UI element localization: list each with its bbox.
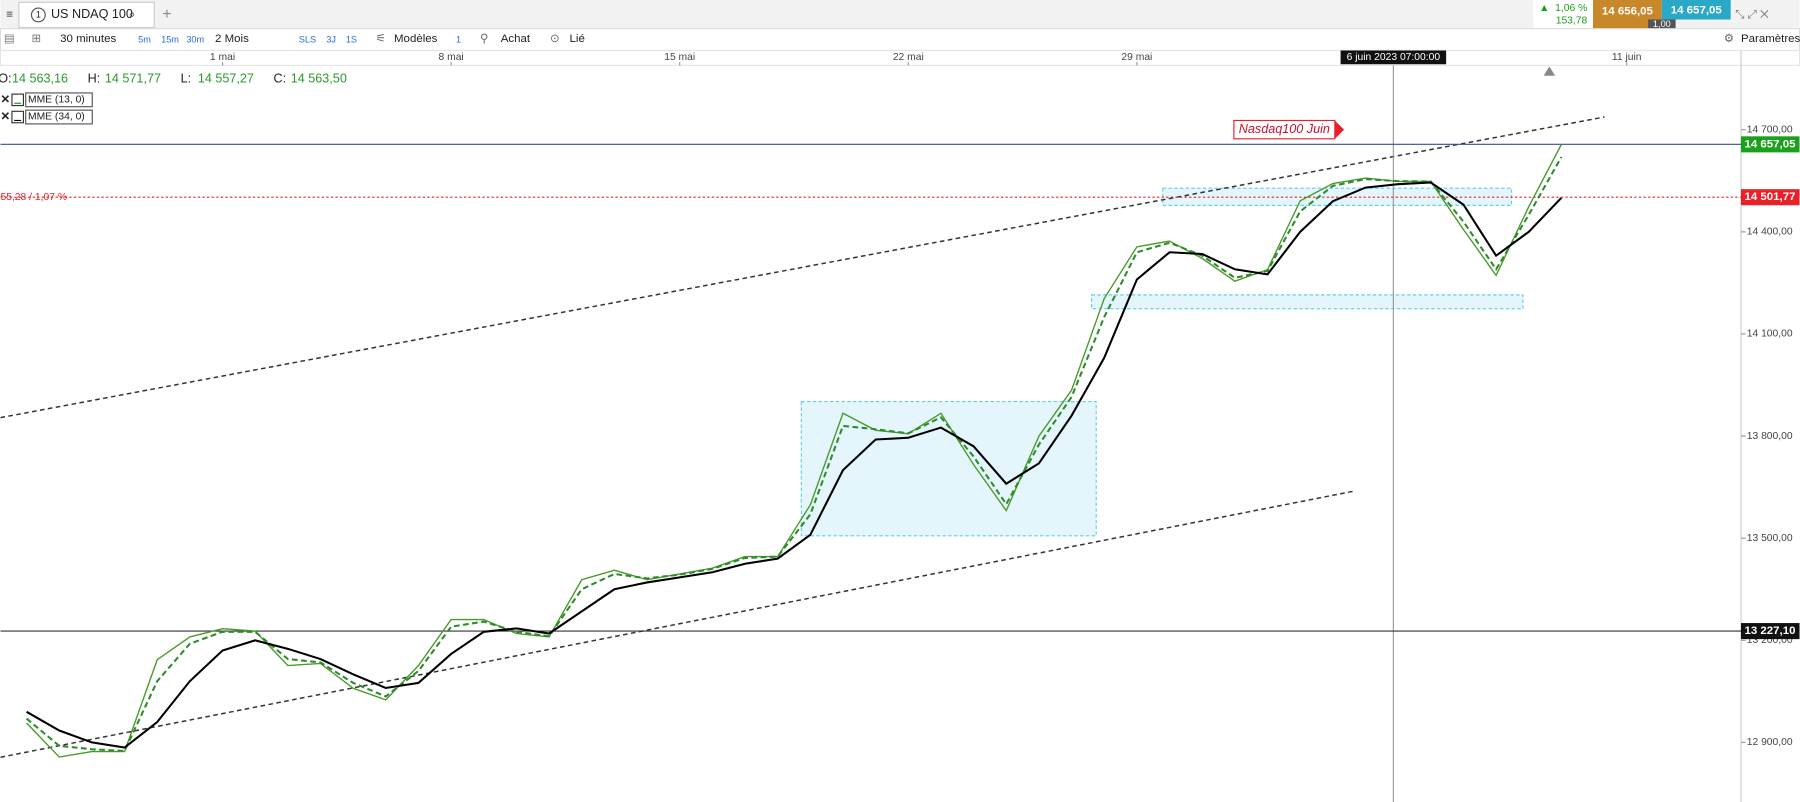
change-arrow: ▲ [1539,3,1549,14]
spread: 1,00 [1653,19,1671,29]
tab-badge [30,7,46,23]
y-tick-label: 14 400,00 [1747,227,1793,238]
instrument-tab[interactable] [18,1,155,29]
legend: ✕ MME (13, 0) ✕ MME (34, 0) [0,92,93,125]
bid-price: 14 656,05 [1602,6,1654,18]
legend-swatch [11,110,24,124]
zone [1091,294,1524,310]
legend-box [25,92,93,108]
price-label-box [1741,136,1800,153]
series-line [26,144,1563,758]
x-tick-label: 8 mai [439,52,464,63]
change-percent: 1,06 % [1555,3,1587,14]
instrument-name: US NDAQ 100 [51,7,133,21]
y-tick-label: 12 900,00 [1747,737,1793,748]
price-label: 14 501,77 [1744,191,1795,203]
annotation: Nasdaq100 Juin [1239,122,1330,136]
price-label-box [1741,623,1800,640]
ask-price: 14 657,05 [1671,4,1723,16]
ohlc-label: H: [88,71,101,85]
crosshair-label: 6 juin 2023 07:00:00 [1347,52,1441,63]
series-line [26,181,1563,749]
layout-icon[interactable]: ⊞ [31,33,41,45]
ohlc-label: L: [181,71,192,85]
buy[interactable]: Achat [501,33,531,45]
price-label-box [1741,189,1800,206]
legend-close: ✕ [0,111,10,123]
tab-number: 1 [36,9,41,19]
range[interactable]: SLS [299,35,316,45]
price-label: 14 657,05 [1744,138,1796,150]
search-icon[interactable]: ⌕ [129,9,135,21]
plot [0,143,1742,758]
window-controls[interactable]: ⤡ ⤢ ✕ [1735,9,1768,21]
period[interactable]: 2 Mois [215,33,249,45]
ohlc-value: 14 557,27 [198,71,254,85]
x-tick-label: 15 mai [664,52,695,63]
spread-box [1648,19,1676,30]
timeframe[interactable]: 30 minutes [60,33,116,45]
y-tick-label: 13 800,00 [1747,431,1793,442]
legend-swatch [11,93,24,107]
menu-icon[interactable]: ≡ [6,9,13,21]
list-icon[interactable]: ▤ [4,33,15,45]
buy-icon: ⚲ [480,33,488,45]
count[interactable]: 1 [456,35,461,45]
toolbar [0,28,1800,52]
models-icon: ⚟ [376,33,386,45]
legend-box [25,109,93,125]
ohlc-value: 14 563,16 [12,71,68,85]
models[interactable]: Modèles [394,33,438,45]
range[interactable]: 3J [326,35,336,45]
y-tick-label: 14 100,00 [1747,329,1793,340]
x-tick-label: 29 mai [1121,52,1152,63]
ohlc-label: O: [0,71,11,85]
ohlc-value: 14 563,50 [291,71,347,85]
tab-bar [0,0,1800,29]
linked[interactable]: Lié [570,33,585,45]
legend-close: ✕ [0,94,10,106]
interval[interactable]: 30m [186,35,204,45]
annotation-arrow [1334,120,1345,139]
add-tab[interactable]: + [162,5,171,23]
x-tick-label: 1 mai [210,52,235,63]
drawings [0,65,1605,802]
interval[interactable]: 15m [161,35,179,45]
x-tick-label: 11 juin [1612,52,1642,63]
y-tick-label: 13 200,00 [1747,635,1793,646]
ohlc: O:14 563,16 H: 14 571,77 L: 14 557,27 C: 14 56… [0,71,347,85]
y-tick-label: 14 700,00 [1747,124,1793,135]
buy-button[interactable] [1661,0,1731,20]
legend-label: MME (13, 0) [28,95,85,106]
series-line [25,156,1563,753]
link-icon: ⊙ [550,33,560,45]
settings-icon: ⚙ [1724,33,1734,45]
change-box [1533,0,1594,29]
trend-line [0,490,1355,758]
trend-line [0,116,1605,419]
x-tick-label: 22 mai [893,52,924,63]
y-tick-label: 13 500,00 [1747,533,1793,544]
ohlc-label: C: [274,71,287,85]
ohlc-value: 14 571,77 [105,71,161,85]
crosshair-label-box [1340,50,1447,65]
range[interactable]: 1S [346,35,357,45]
marker [1543,66,1556,76]
change-points: 153,78 [1556,15,1588,26]
legend-label: MME (34, 0) [28,112,85,123]
settings[interactable]: Paramètres [1741,33,1800,45]
price-label: 13 227,10 [1744,625,1795,637]
interval[interactable]: 5m [138,35,151,45]
